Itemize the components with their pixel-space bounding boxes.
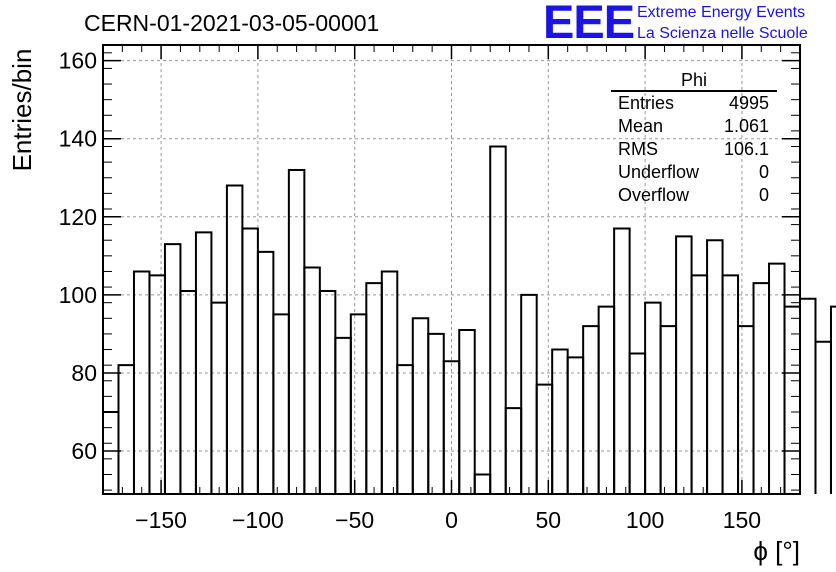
stats-value: 1.061 [723, 116, 769, 136]
logo-caption-1: Extreme Energy Events [637, 4, 806, 21]
histogram-bin [334, 336, 352, 494]
stats-row-rms: RMS 106.1 [611, 138, 777, 161]
histogram-bin [690, 274, 709, 494]
histogram-bin [675, 235, 693, 494]
histogram-bin [380, 270, 399, 494]
histogram-bin [535, 383, 554, 494]
histogram-bin [814, 340, 832, 494]
x-tick-label: −150 [135, 507, 187, 533]
histogram-bin [411, 317, 430, 494]
histogram-bin [132, 270, 151, 494]
histogram-bin [566, 356, 585, 494]
y-tick-label: 80 [71, 360, 97, 386]
x-tick-label: 0 [445, 507, 458, 533]
stats-row-entries: Entries 4995 [611, 92, 777, 115]
stats-label: Underflow [618, 162, 700, 182]
logo-caption-2: La Scienza nelle Scuole [637, 25, 808, 42]
x-tick-label: −50 [335, 507, 374, 533]
stats-row-mean: Mean 1.061 [611, 115, 777, 138]
histogram-bin [520, 293, 538, 494]
histogram-bin [396, 364, 414, 494]
y-axis-label: Entries/bin [7, 48, 37, 172]
histogram-bin [272, 313, 290, 494]
histogram-bin [473, 473, 492, 494]
histogram-bin [737, 325, 755, 494]
x-tick-label: −100 [232, 507, 284, 533]
histogram-bin [163, 243, 182, 494]
y-tick-label: 160 [59, 48, 97, 74]
stats-box: Phi Entries 4995 Mean 1.061 RMS 106.1 Un… [611, 70, 777, 207]
stats-value: 4995 [728, 93, 769, 113]
histogram-bin [287, 168, 306, 494]
stats-row-overflow: Overflow 0 [611, 184, 777, 207]
histogram-bin [458, 329, 476, 494]
stats-label: RMS [618, 139, 658, 159]
x-tick-label: 150 [723, 507, 761, 533]
y-tick-label: 140 [59, 126, 97, 152]
histogram-bin [752, 282, 771, 494]
histogram-bin [179, 289, 197, 494]
histogram-bin [349, 313, 368, 494]
histogram-bin [210, 301, 228, 494]
x-tick-label: 50 [536, 507, 562, 533]
stats-row-underflow: Underflow 0 [611, 161, 777, 184]
histogram-bin [783, 305, 801, 494]
histogram-bin [365, 282, 383, 494]
histogram-bin [721, 274, 740, 494]
histogram-bin [829, 305, 836, 494]
histogram-bin [644, 301, 662, 494]
histogram-bin [628, 352, 647, 494]
histogram-bin [318, 289, 337, 494]
stats-label: Overflow [618, 185, 690, 205]
histogram-bin [799, 297, 817, 494]
x-tick-label: 100 [626, 507, 664, 533]
histogram-bin [194, 231, 213, 494]
stats-value: 0 [758, 185, 769, 205]
stats-value: 0 [758, 162, 769, 182]
x-axis-label: ϕ [°] [753, 536, 800, 566]
histogram-bin [117, 364, 135, 494]
histogram-bin [427, 332, 445, 494]
histogram-bin [225, 184, 244, 494]
run-title: CERN-01-2021-03-05-00001 [84, 10, 380, 36]
stats-label: Mean [618, 116, 664, 136]
histogram-bin [303, 266, 321, 494]
y-tick-label: 100 [59, 282, 97, 308]
histogram-bin [489, 145, 507, 494]
histogram-bin [582, 325, 600, 494]
histogram-bin [613, 227, 631, 494]
histogram-bin [706, 239, 724, 494]
histogram-bin [768, 262, 786, 494]
stats-value: 106.1 [723, 139, 769, 159]
histogram-bin [659, 325, 678, 494]
histogram-bin [241, 227, 259, 494]
y-tick-label: 60 [71, 438, 97, 464]
histogram-bin [551, 348, 569, 494]
eee-logo: EEE [543, 0, 635, 48]
y-tick-label: 120 [59, 204, 97, 230]
stats-title: Phi [611, 70, 777, 92]
stats-label: Entries [618, 93, 675, 113]
histogram-bin [148, 274, 166, 494]
histogram-bin [597, 305, 616, 494]
histogram-bin [102, 411, 120, 494]
